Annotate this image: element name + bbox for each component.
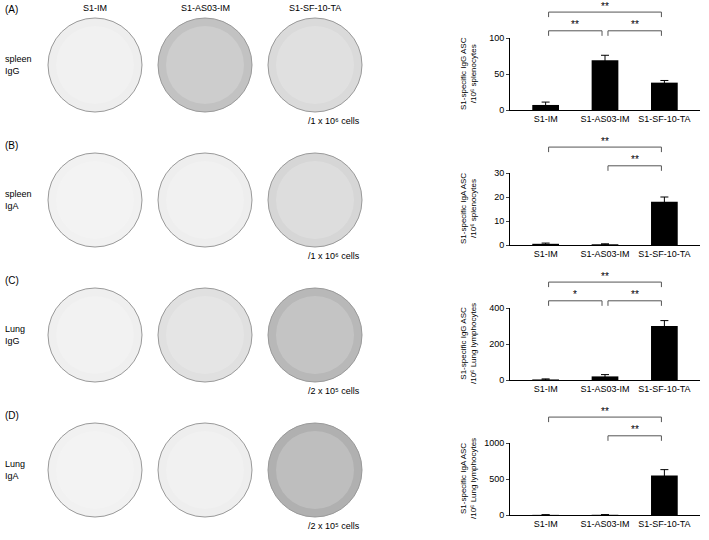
svg-text:/2 x 10⁵ cells: /2 x 10⁵ cells <box>308 521 360 531</box>
svg-text:S1-SF-10-TA: S1-SF-10-TA <box>638 384 690 394</box>
svg-text:0: 0 <box>499 105 504 115</box>
svg-text:(B): (B) <box>5 140 18 151</box>
svg-text:*: * <box>573 289 577 300</box>
svg-text:S1-specific IgA ASC/10⁶ spleno: S1-specific IgA ASC/10⁶ splenocytes <box>459 173 478 244</box>
svg-text:spleenIgA: spleenIgA <box>5 189 32 211</box>
svg-text:100: 100 <box>489 33 504 43</box>
svg-text:S1-specific IgG ASC/10⁶ Lung l: S1-specific IgG ASC/10⁶ Lung lymphocytes <box>459 303 478 384</box>
svg-text:S1-IM: S1-IM <box>534 384 558 394</box>
svg-text:/2 x 10⁵ cells: /2 x 10⁵ cells <box>308 386 360 396</box>
svg-text:0: 0 <box>499 510 504 520</box>
svg-text:**: ** <box>631 19 639 30</box>
svg-text:500: 500 <box>489 474 504 484</box>
svg-text:20: 20 <box>494 192 504 202</box>
svg-text:**: ** <box>601 1 609 12</box>
svg-text:S1-IM: S1-IM <box>534 519 558 529</box>
svg-text:1000: 1000 <box>484 438 504 448</box>
svg-text:**: ** <box>631 289 639 300</box>
svg-text:S1-IM: S1-IM <box>83 3 107 13</box>
svg-text:S1-AS03-IM: S1-AS03-IM <box>580 114 629 124</box>
svg-text:10: 10 <box>494 216 504 226</box>
svg-text:S1-AS03-IM: S1-AS03-IM <box>181 3 230 13</box>
svg-text:(C): (C) <box>5 275 19 286</box>
svg-text:S1-IM: S1-IM <box>534 249 558 259</box>
svg-text:S1-SF-10-TA: S1-SF-10-TA <box>638 249 690 259</box>
svg-text:S1-specific IgA ASC/10⁶ Lung l: S1-specific IgA ASC/10⁶ Lung lymphocytes <box>459 438 478 519</box>
svg-text:S1-AS03-IM: S1-AS03-IM <box>580 384 629 394</box>
svg-text:30: 30 <box>494 168 504 178</box>
svg-text:0: 0 <box>499 240 504 250</box>
svg-text:/1 x 10⁶ cells: /1 x 10⁶ cells <box>308 251 360 261</box>
svg-text:S1-IM: S1-IM <box>534 114 558 124</box>
svg-text:S1-specific IgG ASC/10⁶ spleno: S1-specific IgG ASC/10⁶ splenocytes <box>459 37 478 110</box>
svg-text:0: 0 <box>499 375 504 385</box>
svg-text:spleenIgG: spleenIgG <box>5 54 32 76</box>
svg-text:**: ** <box>601 271 609 282</box>
svg-text:**: ** <box>601 406 609 417</box>
svg-text:S1-SF-10-TA: S1-SF-10-TA <box>289 3 341 13</box>
svg-text:**: ** <box>631 424 639 435</box>
svg-text:**: ** <box>601 136 609 147</box>
svg-text:S1-SF-10-TA: S1-SF-10-TA <box>638 114 690 124</box>
svg-text:**: ** <box>571 19 579 30</box>
svg-text:LungIgG: LungIgG <box>5 324 25 346</box>
svg-text:S1-AS03-IM: S1-AS03-IM <box>580 519 629 529</box>
svg-text:400: 400 <box>489 303 504 313</box>
svg-text:(A): (A) <box>5 4 18 15</box>
svg-text:LungIgA: LungIgA <box>5 459 25 481</box>
svg-text:200: 200 <box>489 339 504 349</box>
svg-text:S1-SF-10-TA: S1-SF-10-TA <box>638 519 690 529</box>
svg-text:S1-AS03-IM: S1-AS03-IM <box>580 249 629 259</box>
svg-text:/1 x 10⁶ cells: /1 x 10⁶ cells <box>308 116 360 126</box>
svg-text:50: 50 <box>494 69 504 79</box>
svg-text:**: ** <box>631 154 639 165</box>
svg-text:(D): (D) <box>5 410 19 421</box>
